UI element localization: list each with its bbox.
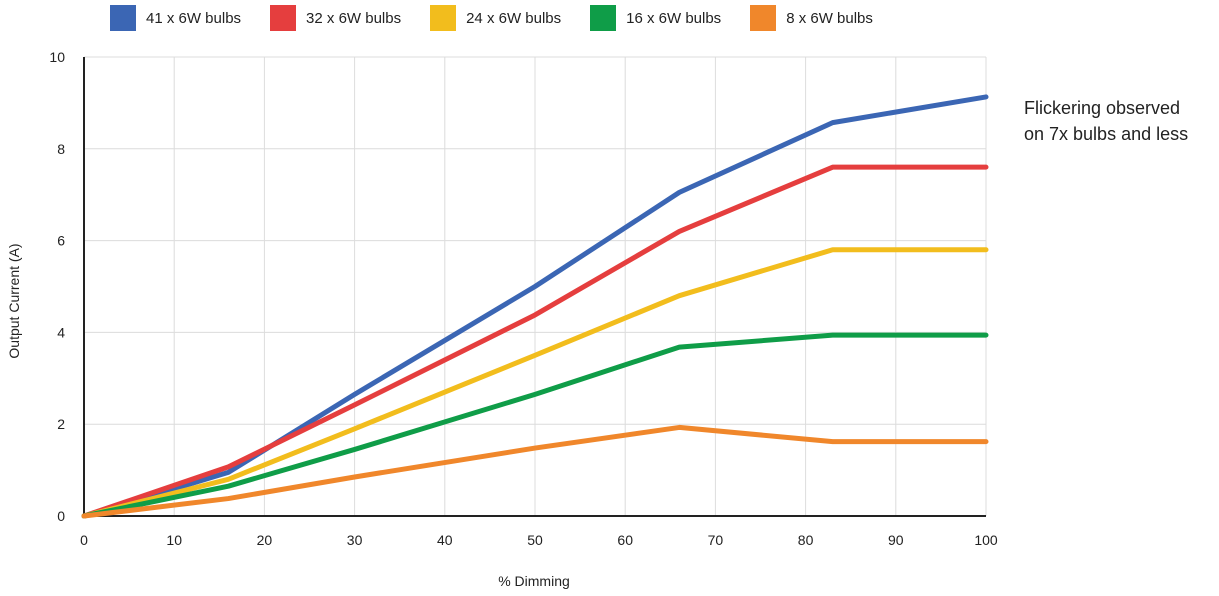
legend-swatch	[270, 5, 297, 31]
legend-item: 41 x 6W bulbs	[110, 5, 241, 31]
x-tick-label: 50	[527, 532, 543, 548]
y-tick-label: 0	[57, 508, 65, 524]
x-tick-label: 0	[80, 532, 88, 548]
legend-label: 24 x 6W bulbs	[466, 9, 562, 27]
series-lines	[81, 94, 989, 519]
series-line-5	[81, 424, 989, 519]
legend-swatch	[750, 5, 777, 31]
legend-item: 16 x 6W bulbs	[590, 5, 721, 31]
legend-item: 32 x 6W bulbs	[270, 5, 401, 31]
legend-swatch	[590, 5, 617, 31]
x-tick-label: 60	[617, 532, 633, 548]
y-tick-label: 6	[57, 233, 65, 249]
x-tick-label: 10	[166, 532, 182, 548]
y-tick-label: 8	[57, 141, 65, 157]
x-tick-label: 20	[257, 532, 273, 548]
legend-item: 8 x 6W bulbs	[750, 5, 873, 31]
chart-legend: 41 x 6W bulbs 32 x 6W bulbs 24 x 6W bulbs 1…	[110, 5, 902, 31]
legend-swatch	[430, 5, 457, 31]
x-tick-labels: 0 10 20 30 40 50 60 70 80 90 100	[80, 532, 998, 548]
x-tick-label: 80	[798, 532, 814, 548]
x-tick-label: 90	[888, 532, 904, 548]
legend-item: 24 x 6W bulbs	[430, 5, 561, 31]
legend-label: 8 x 6W bulbs	[786, 9, 873, 27]
flicker-annotation: Flickering observed on 7x bulbs and less	[1024, 95, 1219, 147]
legend-swatch	[110, 5, 136, 31]
y-tick-label: 4	[57, 324, 65, 340]
y-tick-labels: 0 2 4 6 8 10	[49, 49, 65, 524]
axes	[83, 57, 986, 517]
series-line-4	[81, 332, 989, 519]
y-tick-label: 2	[57, 416, 65, 432]
x-tick-label: 100	[974, 532, 998, 548]
y-tick-label: 10	[49, 49, 65, 65]
legend-label: 32 x 6W bulbs	[306, 9, 402, 27]
y-axis-label: Output Current (A)	[6, 243, 22, 358]
series-line-1	[81, 94, 989, 519]
series-line-3	[81, 247, 989, 519]
legend-label: 41 x 6W bulbs	[146, 9, 242, 27]
x-tick-label: 70	[708, 532, 724, 548]
annotation-line-2: on 7x bulbs and less	[1024, 124, 1189, 144]
annotation-line-1: Flickering observed	[1024, 98, 1181, 118]
x-axis-label: % Dimming	[498, 573, 570, 589]
series-line-2	[81, 164, 989, 519]
x-tick-label: 30	[347, 532, 363, 548]
legend-label: 16 x 6W bulbs	[626, 9, 722, 27]
x-tick-label: 40	[437, 532, 453, 548]
